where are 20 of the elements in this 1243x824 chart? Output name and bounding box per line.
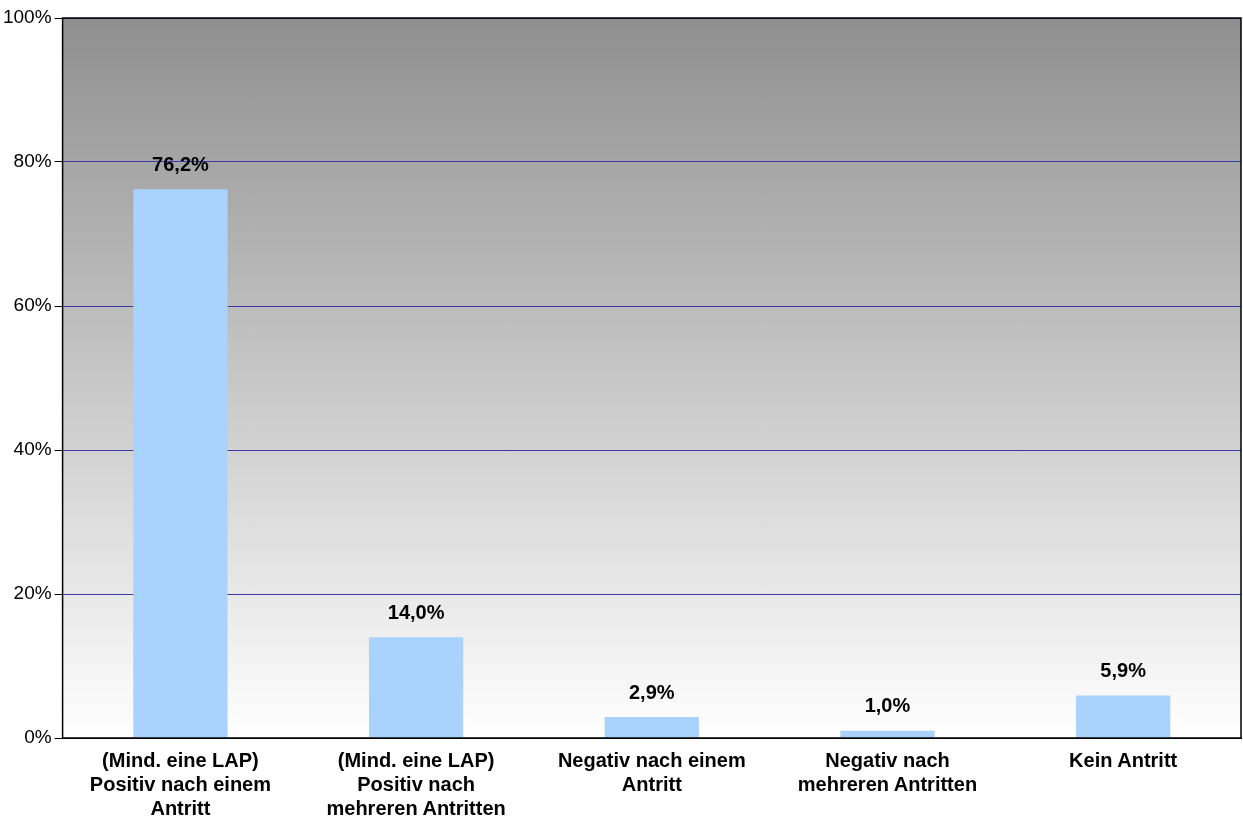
data-label: 2,9% (629, 680, 675, 703)
bar (840, 730, 935, 738)
x-tick-label: Negativ nach mehreren Antritten (797, 748, 978, 795)
x-tick-label: (Mind. eine LAP) Positiv nach mehreren Antritten (326, 748, 506, 819)
bar (368, 637, 464, 738)
x-tick-label: Kein Antritt (1069, 748, 1178, 771)
y-tick-label: 100% (2, 6, 52, 28)
y-tick-label: 60% (13, 294, 52, 316)
bar (604, 717, 699, 738)
y-tick-label: 0% (24, 726, 52, 748)
bar (1076, 695, 1171, 738)
data-label: 1,0% (864, 694, 911, 717)
data-label: 14,0% (387, 600, 445, 623)
y-tick-label: 40% (13, 438, 52, 460)
x-tick-label: Negativ nach einem Antritt (557, 748, 746, 795)
x-tick-label: (Mind. eine LAP) Positiv nach einem Antritt (89, 748, 272, 819)
bar (133, 189, 228, 738)
y-tick-label: 20% (13, 582, 52, 604)
data-label: 5,9% (1100, 659, 1147, 682)
y-tick-label: 80% (13, 150, 52, 172)
